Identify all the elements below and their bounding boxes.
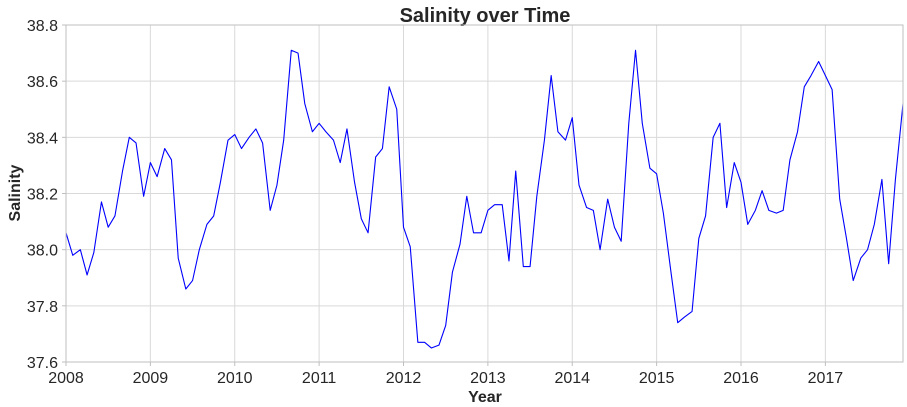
- y-tick-label: 37.8: [27, 299, 58, 316]
- x-tick-label: 2016: [723, 370, 759, 387]
- x-tick-label: 2017: [808, 370, 844, 387]
- grid-lines: [65, 24, 903, 363]
- x-tick-label: 2008: [48, 370, 84, 387]
- y-tick-label: 38.8: [27, 18, 58, 35]
- x-axis-ticks: 2008 2009 2010 2011 2012 2013 2014 2015 2016 2017: [48, 362, 843, 387]
- y-tick-label: 38.0: [27, 243, 58, 260]
- x-tick-label: 2011: [302, 370, 337, 387]
- chart-title: Salinity over Time: [400, 5, 571, 27]
- x-tick-label: 2014: [554, 370, 590, 387]
- series-group: [65, 49, 904, 349]
- y-tick-label: 38.2: [27, 187, 58, 204]
- x-axis-label: Year: [468, 389, 502, 406]
- salinity-series-line: [65, 49, 904, 349]
- y-axis-label: Salinity: [7, 164, 24, 221]
- x-tick-label: 2009: [133, 370, 169, 387]
- y-axis-ticks: 37.6 37.8 38.0 38.2 38.4 38.6 38.8: [27, 18, 66, 372]
- x-tick-label: 2015: [639, 370, 675, 387]
- y-tick-label: 38.4: [27, 130, 58, 147]
- x-tick-label: 2010: [217, 370, 253, 387]
- y-tick-label: 38.6: [27, 74, 58, 91]
- x-tick-label: 2012: [386, 370, 422, 387]
- x-tick-label: 2013: [470, 370, 506, 387]
- y-tick-label: 37.6: [27, 355, 58, 372]
